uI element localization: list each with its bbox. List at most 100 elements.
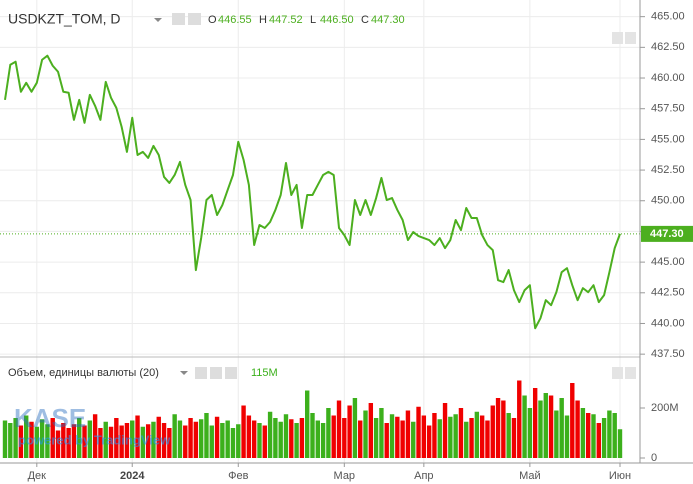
volume-bar	[273, 418, 278, 458]
volume-bar	[230, 428, 236, 458]
volume-bar	[278, 421, 283, 458]
ohlc-key: C	[361, 14, 369, 26]
volume-bar	[251, 420, 257, 458]
volume-bar	[262, 425, 267, 458]
volume-bar	[140, 426, 146, 458]
volume-bar	[2, 420, 8, 458]
volume-bar	[236, 424, 241, 458]
volume-bar	[474, 411, 480, 458]
volume-bar	[342, 418, 347, 458]
volume-bar	[108, 426, 114, 458]
volume-bar	[45, 424, 50, 458]
volume-bar	[538, 400, 543, 458]
volume-bar	[469, 418, 474, 458]
volume-bar	[373, 418, 379, 458]
volume-bar	[453, 414, 458, 458]
volume-bar	[50, 418, 55, 458]
volume-bar	[246, 415, 252, 458]
volume-bar	[554, 410, 559, 458]
volume-bar	[570, 383, 575, 458]
volume-bar	[220, 423, 225, 458]
volume-bar	[607, 410, 612, 458]
volume-bar	[77, 418, 82, 458]
pane-button[interactable]	[625, 367, 636, 379]
volume-tick-label: 200M	[651, 402, 679, 414]
volume-bar	[55, 430, 61, 458]
close-button[interactable]	[225, 367, 237, 379]
volume-bar	[92, 414, 98, 458]
plot	[0, 54, 640, 330]
volume-bar	[310, 413, 315, 458]
x-tick-label: Мар	[334, 470, 356, 482]
pane-button[interactable]	[612, 32, 623, 44]
volume-bar	[464, 421, 469, 458]
volume-bar	[103, 421, 108, 458]
volume-bar	[225, 420, 230, 458]
volume-title: Объем, единицы валюты (20)	[8, 367, 159, 379]
volume-bar	[479, 415, 485, 458]
volume-bar	[326, 408, 331, 458]
volume-bar	[87, 420, 93, 458]
volume-bar	[363, 410, 368, 458]
volume-bar	[294, 423, 299, 458]
eye-button[interactable]	[195, 367, 207, 379]
volume-bar	[506, 413, 511, 458]
volume-bar	[124, 423, 130, 458]
volume-bar	[183, 425, 188, 458]
symbol-title: USDKZT_TOM, D	[8, 11, 121, 27]
volume-bar	[352, 398, 358, 458]
volume-bar	[135, 415, 140, 458]
volume-bar	[585, 413, 591, 458]
settings-button[interactable]	[210, 367, 222, 379]
volume-bar	[214, 416, 220, 458]
volume-bar	[8, 423, 13, 458]
dropdown-arrow[interactable]	[154, 18, 162, 22]
x-tick-label: 2024	[120, 470, 145, 482]
volume-bar	[151, 421, 156, 458]
eye-button[interactable]	[172, 13, 185, 25]
volume-bar	[517, 380, 522, 458]
volume-bar	[442, 403, 448, 458]
volume-bar	[495, 398, 501, 458]
volume-bar	[13, 418, 18, 458]
volume-bar	[437, 419, 442, 458]
ohlc-key: O	[208, 14, 217, 26]
volume-bar	[18, 425, 24, 458]
volume-bar	[400, 420, 405, 458]
volume-bar	[289, 419, 294, 458]
y-tick-label: 465.00	[651, 11, 685, 23]
volume-bar	[527, 408, 533, 458]
volume-bar	[172, 414, 177, 458]
volume-bar	[511, 418, 517, 458]
volume-bar	[193, 421, 199, 458]
volume-bar	[130, 420, 135, 458]
x-tick-label: Май	[519, 470, 541, 482]
volume-bar	[98, 428, 103, 458]
volume-bar	[426, 425, 432, 458]
volume-bar	[241, 405, 246, 458]
volume-tick-label: 0	[651, 452, 657, 464]
dropdown-arrow[interactable]	[180, 371, 188, 375]
volume-bar	[267, 411, 273, 458]
y-tick-label: 445.00	[651, 256, 685, 268]
volume-bar	[601, 418, 607, 458]
settings-button[interactable]	[188, 13, 201, 25]
pane-button[interactable]	[612, 367, 623, 379]
watermark-text: powered by TradingView	[18, 432, 171, 447]
volume-bar	[432, 413, 437, 458]
ohlc-key: L	[310, 14, 316, 26]
volume-last-value: 115M	[251, 367, 278, 379]
volume-bar	[522, 395, 527, 458]
volume-bar	[485, 420, 490, 458]
volume-bar	[320, 423, 326, 458]
volume-bar	[315, 420, 321, 458]
volume-bar	[405, 410, 411, 458]
volume-bar	[34, 426, 40, 458]
volume-bar	[358, 420, 363, 458]
volume-bar	[66, 428, 71, 458]
volume-bar	[591, 414, 596, 458]
volume-bar	[532, 388, 538, 458]
volume-bar	[304, 390, 310, 458]
y-tick-label: 452.50	[651, 164, 685, 176]
pane-button[interactable]	[625, 32, 636, 44]
